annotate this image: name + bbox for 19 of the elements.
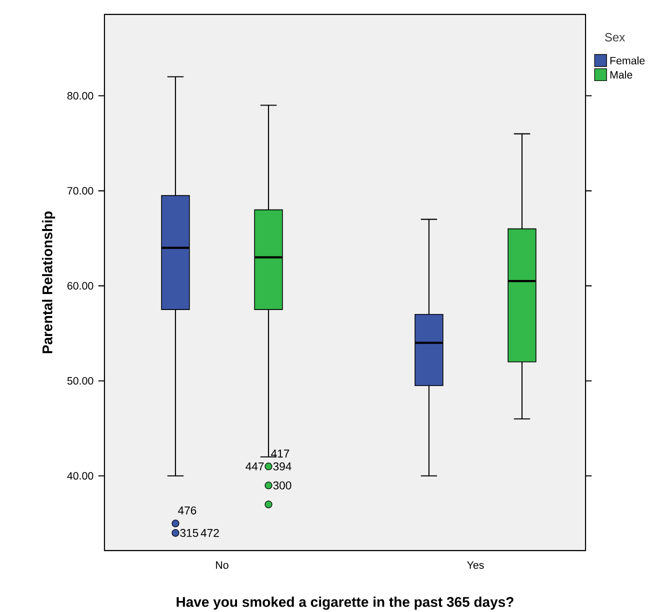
annotation: 417	[271, 450, 290, 458]
annotation: 476	[178, 506, 196, 514]
annotation: 472	[200, 528, 219, 537]
y-axis-title: Parental Relationship	[42, 212, 56, 354]
annotation: 447	[246, 462, 264, 470]
y-tick-label: 40.00	[67, 472, 94, 480]
x-axis-title: Have you smoked a cigarette in the past 365 days?	[176, 596, 514, 610]
legend-label: Male	[610, 70, 632, 79]
y-tick-label: 70.00	[67, 187, 94, 195]
x-tick-label: Yes	[467, 561, 484, 569]
y-tick-label: 80.00	[67, 92, 94, 100]
legend-title: Sex	[605, 32, 626, 42]
legend-label: Female	[610, 56, 645, 64]
x-tick-label: No	[216, 561, 228, 569]
y-tick-label: 50.00	[67, 377, 94, 385]
annotation: 315	[180, 528, 198, 537]
annotation: 394	[273, 462, 292, 470]
annotation: 300	[273, 481, 292, 490]
y-tick-label: 60.00	[67, 282, 94, 290]
